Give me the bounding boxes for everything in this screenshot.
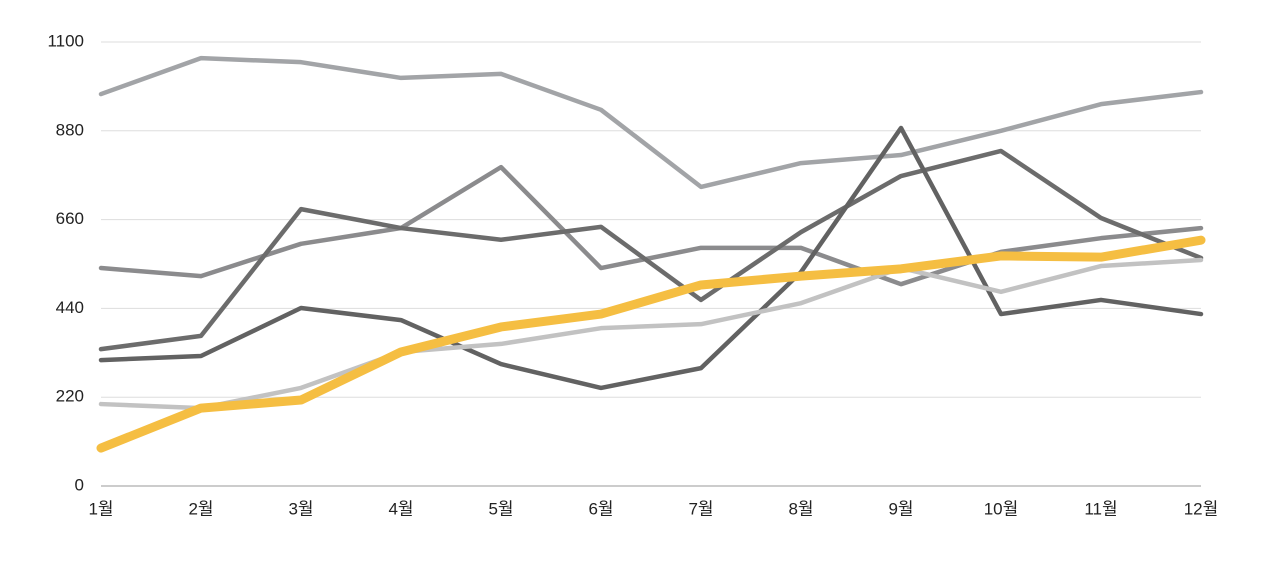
x-tick-label: 3월	[288, 499, 313, 518]
y-tick-label: 1100	[47, 31, 84, 50]
y-tick-label: 440	[56, 298, 84, 317]
x-tick-label: 8월	[788, 499, 813, 518]
y-tick-label: 0	[75, 475, 84, 494]
series-line	[98, 148, 1204, 352]
x-tick-label: 10월	[984, 499, 1019, 518]
series-line	[98, 164, 1204, 287]
series-line	[98, 257, 1204, 411]
x-tick-label: 7월	[688, 499, 713, 518]
x-tick-label: 6월	[588, 499, 613, 518]
series-line	[98, 55, 1204, 190]
series-line	[96, 235, 1206, 453]
series-line	[98, 125, 1204, 391]
x-tick-label: 12월	[1184, 499, 1219, 518]
y-tick-label: 220	[56, 387, 84, 406]
x-tick-label: 1월	[88, 499, 113, 518]
x-tick-label: 9월	[888, 499, 913, 518]
y-tick-label: 660	[56, 209, 84, 228]
x-tick-label: 5월	[488, 499, 513, 518]
x-tick-label: 2월	[188, 499, 213, 518]
y-tick-label: 880	[56, 120, 84, 139]
x-tick-label: 11월	[1084, 499, 1117, 518]
x-tick-label: 4월	[388, 499, 413, 518]
